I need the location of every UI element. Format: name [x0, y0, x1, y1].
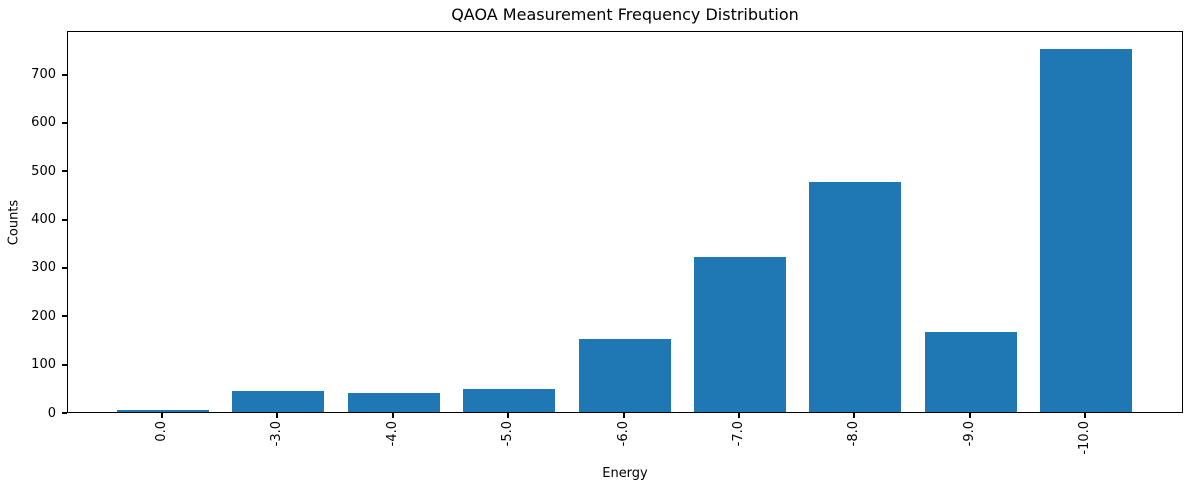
x-tick-label: -8.0 — [846, 421, 862, 447]
bar--6.0 — [578, 339, 671, 412]
x-tick-mark — [968, 413, 971, 418]
x-tick-label: -6.0 — [615, 421, 631, 447]
bar--5.0 — [463, 389, 556, 412]
x-axis-label: Energy — [602, 466, 648, 481]
y-axis-label: Counts — [6, 199, 22, 246]
y-tick-label: 300 — [31, 260, 56, 276]
x-tick-label: -10.0 — [1077, 421, 1093, 455]
y-tick-mark — [62, 218, 67, 221]
x-tick-mark — [853, 413, 856, 418]
y-tick-mark — [62, 121, 67, 124]
y-tick-mark — [62, 73, 67, 76]
bar--9.0 — [924, 332, 1017, 412]
y-tick-label: 500 — [31, 163, 56, 179]
x-tick-mark — [391, 413, 394, 418]
x-tick-mark — [507, 413, 510, 418]
y-tick-mark — [62, 363, 67, 366]
bar--10.0 — [1040, 49, 1133, 412]
x-tick-mark — [161, 413, 163, 418]
x-tick-label: 0.0 — [154, 421, 169, 442]
x-tick-label: -5.0 — [500, 421, 516, 447]
y-tick-mark — [62, 170, 67, 173]
y-tick-label: 600 — [31, 115, 56, 131]
bar--8.0 — [809, 181, 902, 412]
bar-0.0 — [117, 409, 209, 412]
y-tick-label: 400 — [31, 212, 56, 228]
x-tick-mark — [276, 413, 279, 418]
bar--3.0 — [232, 390, 325, 412]
y-tick-mark — [62, 266, 67, 269]
x-tick-mark — [622, 413, 625, 418]
plot-area — [67, 31, 1183, 413]
bar--7.0 — [694, 256, 786, 412]
x-tick-label: -9.0 — [961, 421, 977, 447]
x-tick-mark — [738, 413, 740, 418]
bar--4.0 — [347, 393, 440, 412]
chart-title: QAOA Measurement Frequency Distribution — [451, 5, 799, 24]
y-tick-label: 700 — [31, 67, 56, 83]
y-tick-mark — [62, 412, 67, 414]
y-tick-label: 200 — [31, 308, 56, 324]
x-tick-label: -7.0 — [731, 421, 746, 447]
x-tick-label: -4.0 — [384, 421, 400, 447]
x-tick-mark — [1084, 413, 1087, 418]
y-tick-label: 0 — [47, 405, 56, 421]
x-tick-label: -3.0 — [269, 421, 285, 447]
y-tick-mark — [62, 315, 67, 318]
y-tick-label: 100 — [31, 357, 56, 373]
